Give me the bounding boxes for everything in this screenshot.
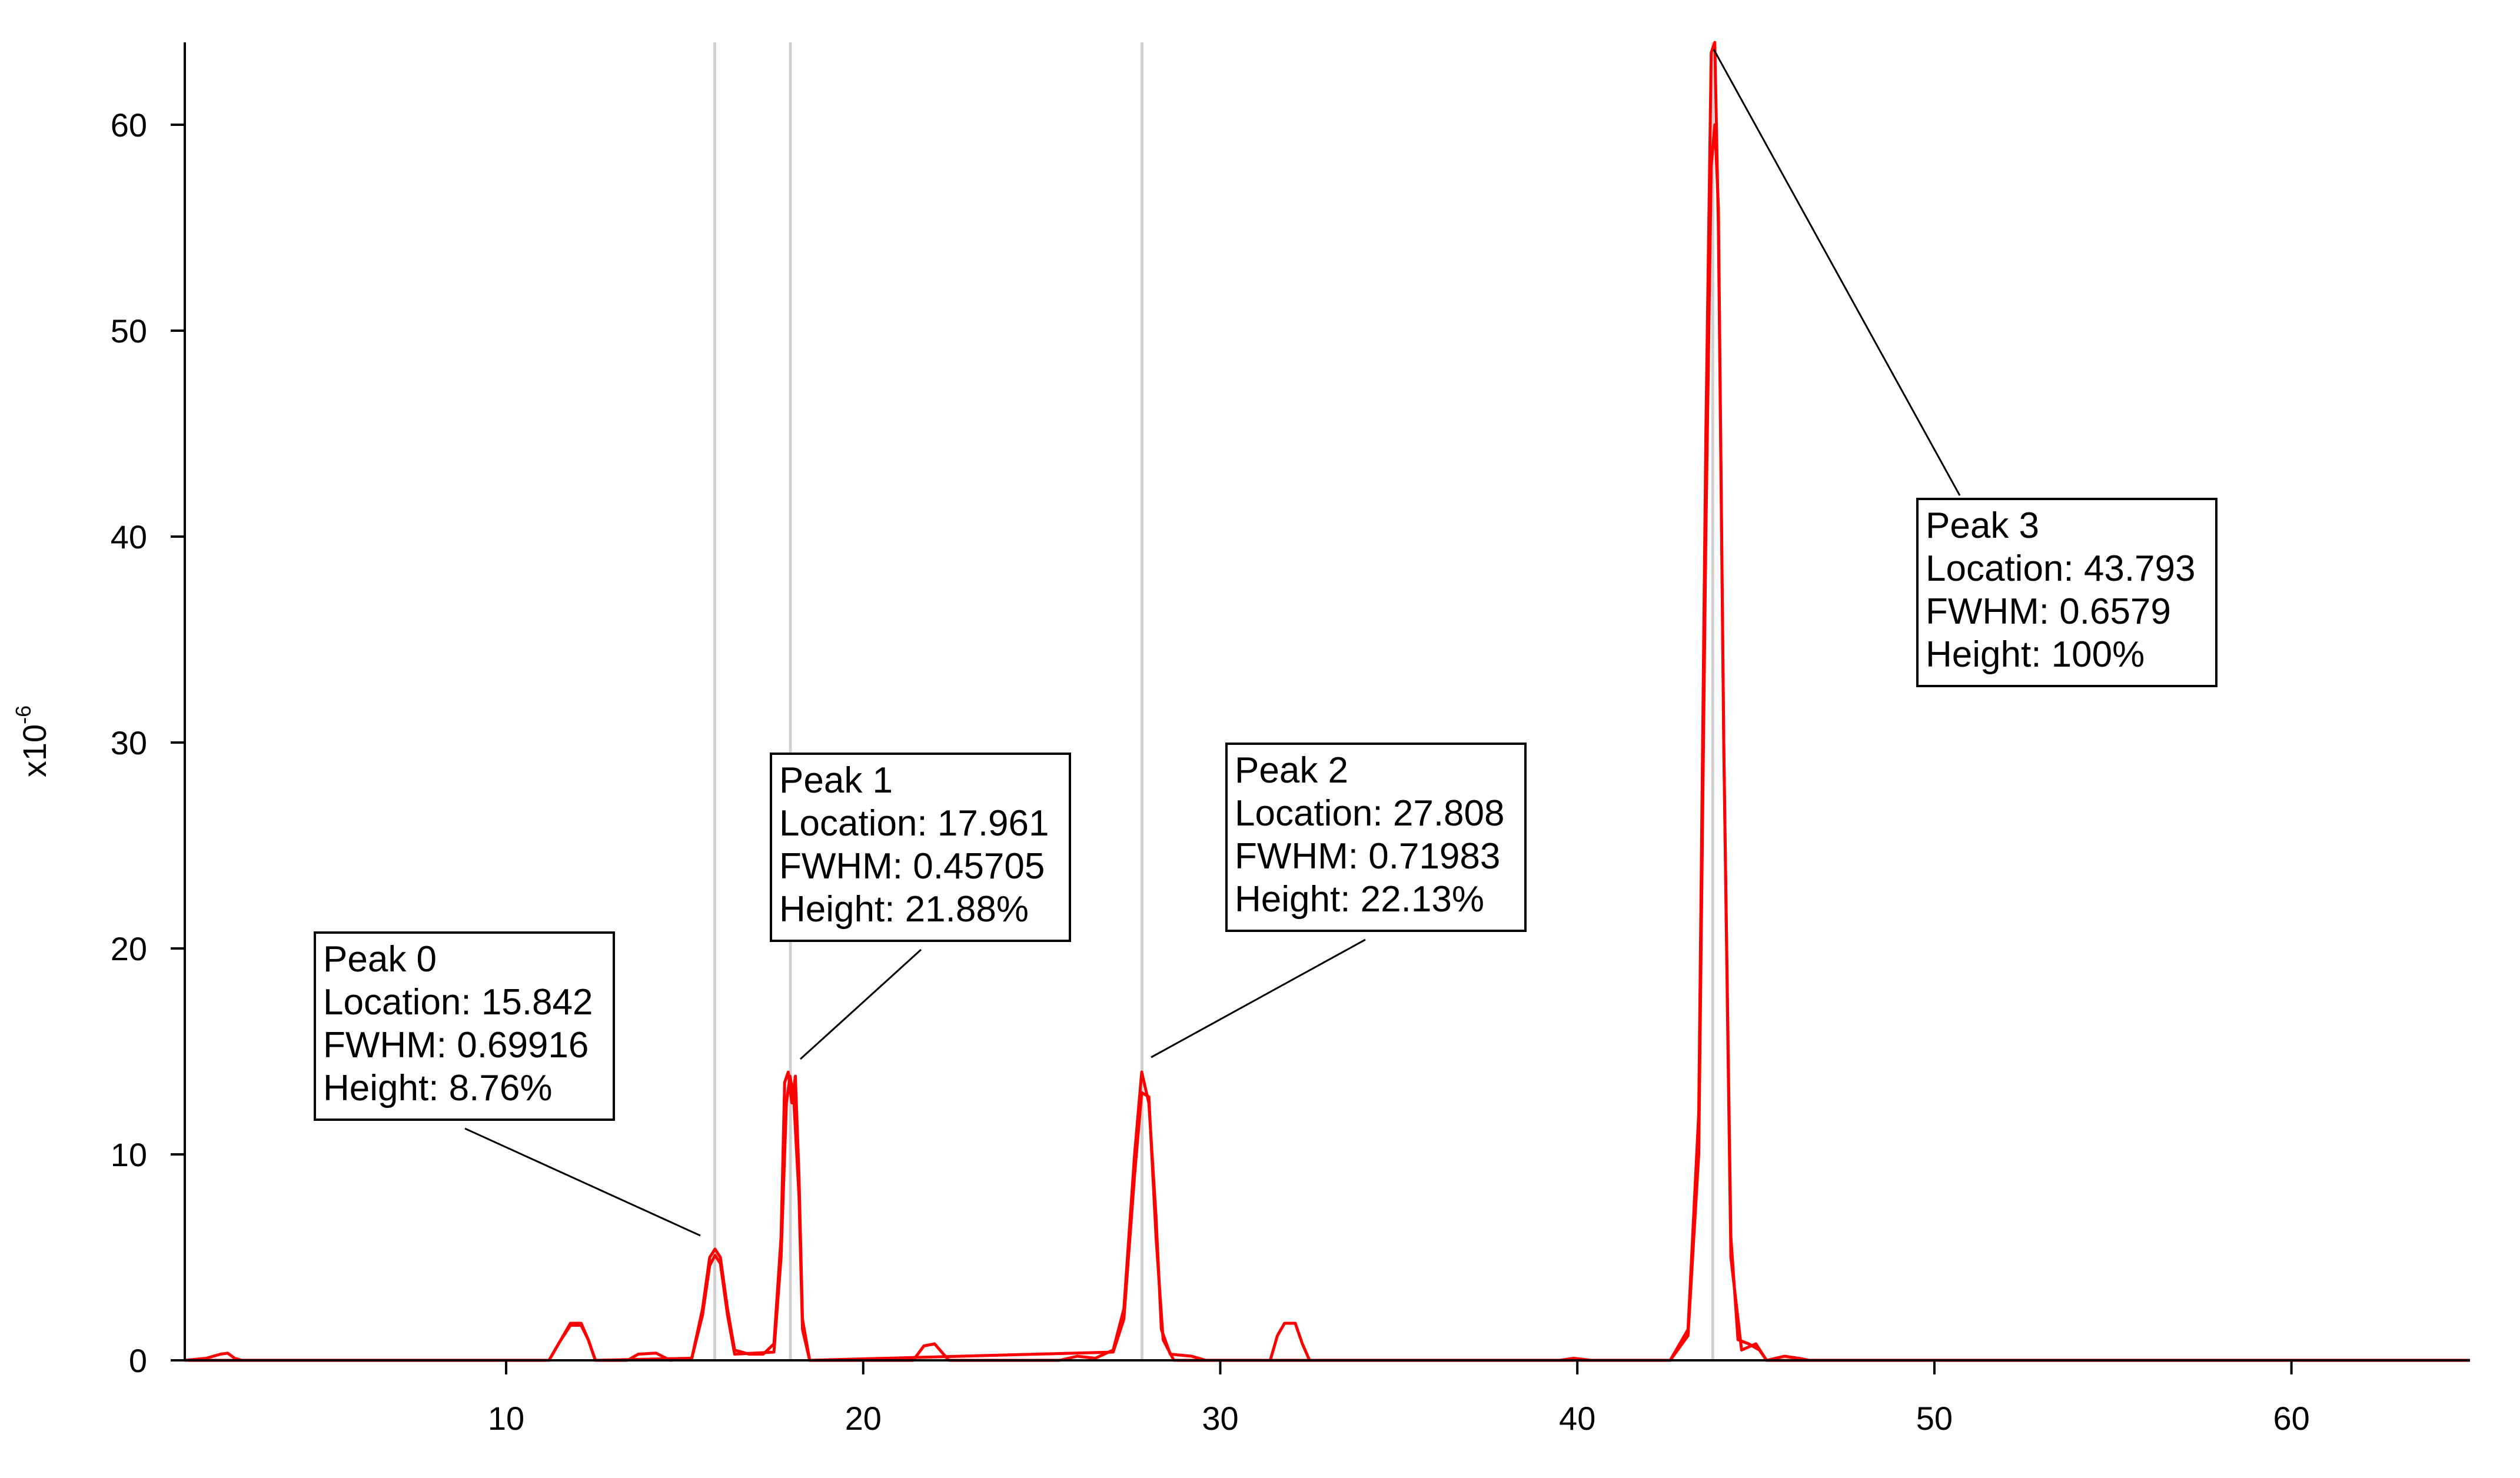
y-axis-label-exponent: -6: [11, 705, 35, 724]
y-axis-label-base: x10: [16, 724, 53, 777]
x-tick-label: 60: [2273, 1400, 2309, 1437]
leader-line: [799, 948, 922, 1060]
annotation-fwhm: FWHM: 0.69916: [323, 1025, 589, 1066]
x-tick-label: 40: [1559, 1400, 1595, 1437]
y-tick-label: 50: [111, 312, 147, 349]
y-tick-label: 40: [111, 518, 147, 555]
annotation-title: Peak 1: [779, 760, 893, 801]
y-tick-label: 10: [111, 1136, 147, 1173]
annotation-height: Height: 22.13%: [1235, 879, 1484, 920]
annotation-fwhm: FWHM: 0.71983: [1235, 836, 1500, 877]
peak-marker-lines: [713, 42, 1714, 1360]
y-tick-label: 60: [111, 106, 147, 144]
annotation-location: Location: 27.808: [1235, 793, 1505, 834]
x-tick-label: 20: [845, 1400, 882, 1437]
annotation-title: Peak 0: [323, 939, 437, 980]
x-tick-label: 50: [1916, 1400, 1953, 1437]
leader-line: [1151, 938, 1366, 1058]
y-tick-label: 0: [129, 1342, 147, 1379]
annotation-location: Location: 17.961: [779, 803, 1049, 844]
y-tick-label: 20: [111, 930, 147, 967]
leader-line: [464, 1127, 701, 1237]
y-axis-label: x10-6: [11, 705, 53, 777]
annotation-location: Location: 15.842: [323, 982, 593, 1023]
annotation-box: [1225, 743, 1527, 932]
y-axis-ticks: 0 10 20 30 40 50 60: [111, 106, 185, 1379]
annotation-title: Peak 3: [1926, 505, 2039, 546]
x-tick-label: 10: [488, 1400, 524, 1437]
y-tick-label: 30: [111, 724, 147, 761]
annotation-height: Height: 8.76%: [323, 1068, 552, 1108]
annotation-height: Height: 100%: [1926, 634, 2145, 675]
annotation-box: [314, 931, 615, 1121]
annotation-fwhm: FWHM: 0.6579: [1926, 591, 2171, 632]
annotation-title: Peak 2: [1235, 750, 1348, 791]
annotation-height: Height: 21.88%: [779, 889, 1029, 930]
series-line: [184, 41, 2470, 1362]
annotation-location: Location: 43.793: [1926, 548, 2196, 589]
data-traces: [184, 41, 2470, 1362]
annotation-box: [770, 753, 1071, 942]
x-tick-label: 30: [1202, 1400, 1238, 1437]
x-axis-ticks: 10 20 30 40 50 60: [488, 1360, 2310, 1437]
annotation-fwhm: FWHM: 0.45705: [779, 846, 1045, 887]
axes: [184, 42, 2470, 1362]
leader-line: [1713, 49, 1961, 496]
annotation-box: [1916, 498, 2218, 687]
